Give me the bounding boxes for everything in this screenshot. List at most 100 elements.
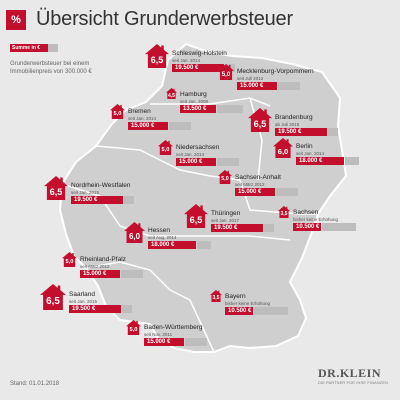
dr-klein-logo: DR.KLEIN [318,366,382,380]
legend-amount-swatch: Summe in € [10,44,48,52]
tax-rate: 5,0 [161,147,170,154]
border-by-bw [169,289,215,353]
tax-rate: 3,5 [280,211,288,218]
house-icon: 5,0 [218,170,232,184]
tax-amount-bar: 19.500 € [69,304,121,313]
tax-rate: 4,5 [168,92,175,99]
rate-since: seit Jan. 2009 [180,98,209,104]
tax-amount-remainder [276,187,298,196]
tax-amount-remainder [169,121,191,130]
tax-amount-remainder [217,104,243,113]
rate-since: seit Jan. 2014 [296,151,325,156]
logo-tagline: DIE PARTNER FÜR IHRE FINANZEN [318,381,388,385]
percent-icon: % [6,9,26,30]
tax-rate: 6,5 [189,215,203,226]
house-icon: 5,0 [158,140,173,155]
rate-since: seit Jan. 2015 [71,190,100,195]
tax-amount-remainder [185,337,207,346]
border-nd-bb [249,97,263,181]
rate-since: seit Jan. 2015 [69,298,98,304]
legend-description: Grunderwerbsteuer bei einem Immobilienpr… [10,61,92,75]
rate-since: seit Nov. 2011 [144,331,173,337]
tax-amount-bar: 15.000 € [128,121,168,130]
state-name: Hessen [148,227,171,235]
tax-amount-bar: 19.500 € [172,64,224,72]
tax-amount-bar: 13.500 € [180,104,216,113]
state-name: Baden-Württemberg [144,323,203,331]
tax-rate: 6,5 [46,295,60,307]
rate-since: seit März 2012 [80,263,110,269]
state-name: Thüringen [211,210,241,217]
tax-rate: 3,5 [212,295,220,302]
tax-rate: 5,0 [221,70,231,78]
state-name: Nordrhein-Westfalen [71,182,131,189]
state-name: Berlin [296,143,313,150]
tax-amount-remainder [278,82,300,90]
border-rp [85,261,171,291]
page-title: Übersicht Grunderwerbsteuer [36,8,293,30]
rate-since: ab Juli 2015 [275,122,300,127]
tax-amount-bar: 19.500 € [275,128,327,136]
tax-amount-bar: 15.000 € [235,187,275,196]
tax-rate: 5,0 [113,111,122,118]
tax-amount-bar: 15.000 € [144,337,184,346]
tax-amount-bar: 10.500 € [293,223,321,231]
state-name: Schleswig-Holstein [172,50,227,57]
tax-amount-bar: 15.000 € [176,157,216,166]
house-icon: 5,0 [110,104,125,119]
rate-since: seit Jan. 2014 [172,58,201,63]
rate-since: bisher keine Erhöhung [225,301,271,306]
tax-amount-remainder [122,304,132,313]
tax-amount-remainder [124,196,134,204]
tax-amount-remainder [121,269,143,278]
tax-amount-remainder [264,224,274,232]
house-icon: 6,5 [184,204,208,228]
border-north [150,97,271,107]
rate-since: seit Juli 2012 [237,76,264,81]
tax-rate: 5,0 [221,175,229,182]
legend-grey-swatch [48,44,58,52]
state-name: Sachsen-Anhalt [235,173,281,181]
house-icon: 6,0 [124,222,145,243]
tax-amount-bar: 19.500 € [71,196,123,204]
rate-since: seit Aug. 2014 [148,235,177,241]
tax-rate: 5,0 [129,327,138,334]
rate-since: seit Jan. 2014 [176,151,205,157]
house-icon: 6,5 [248,108,272,132]
house-icon: 6,5 [44,176,68,200]
stand-date: Stand: 01.01.2018 [10,381,60,387]
state-name: Bayern [225,293,246,300]
house-icon: 3,5 [278,206,290,218]
state-name: Niedersachsen [176,143,220,151]
tax-amount-remainder [328,128,338,136]
tax-amount-bar: 10.500 € [225,307,253,315]
house-icon: 6,5 [145,44,169,68]
tax-amount-remainder [254,307,288,315]
rate-since: bisher keine Erhöhung [293,217,339,222]
house-icon: 5,0 [62,252,77,267]
tax-amount-bar: 19.500 € [211,224,263,232]
tax-amount-remainder [217,157,239,166]
state-name: Rheinland-Pfalz [80,255,126,263]
tax-amount-remainder [197,241,211,250]
tax-rate: 6,5 [49,187,63,198]
tax-rate: 6,5 [150,55,164,66]
tax-rate: 6,5 [253,119,267,130]
rate-since: seit Jan. 2017 [211,218,240,223]
tax-amount-bar: 15.000 € [237,82,277,90]
state-name: Sachsen [293,209,319,216]
house-icon: 6,0 [273,138,293,158]
rate-since: seit März 2012 [235,181,265,187]
tax-amount-bar: 18.000 € [148,241,196,250]
tax-rate: 5,0 [65,259,74,266]
rate-since: seit Jan. 2014 [128,115,157,121]
house-icon: 6,5 [40,284,66,310]
state-name: Hamburg [180,90,207,98]
tax-rate: 6,0 [128,231,141,241]
state-name: Mecklenburg-Vorpommern [237,68,314,75]
tax-amount-remainder [322,223,356,231]
house-icon: 4,5 [166,88,177,99]
house-icon: 5,0 [218,64,234,80]
tax-amount-bar: 15.000 € [80,269,120,278]
